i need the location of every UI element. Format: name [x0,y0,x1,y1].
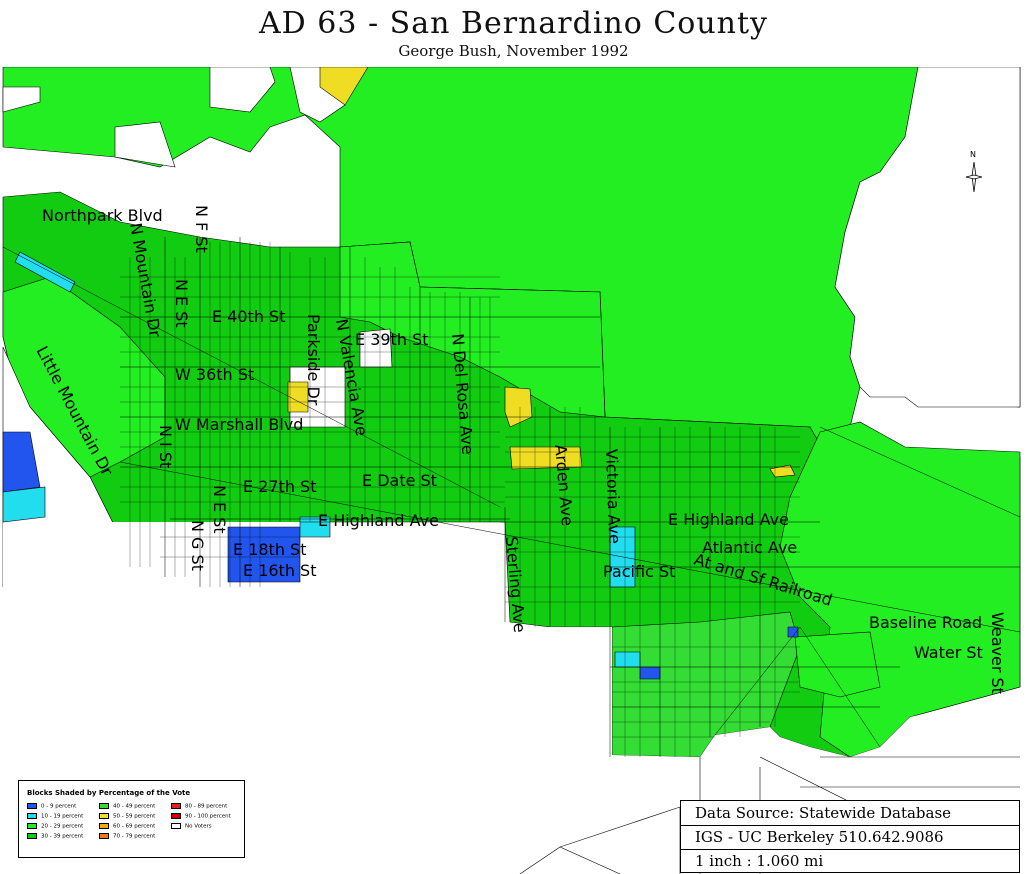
label-water-st: Water St [914,643,983,662]
blue-patch-west [2,431,41,493]
label-weaver-st: Weaver St [988,612,1007,694]
yellow-patch-east [769,464,796,478]
legend-item: 70 - 79 percent [99,833,155,841]
label-n-e-st-2: N E St [210,485,229,534]
label-northpark-blvd: Northpark Blvd [42,206,163,225]
label-baseline-road: Baseline Road [869,613,982,632]
legend-swatch [99,823,109,829]
blue-patch-18th [227,526,301,583]
white-patch-south [3,522,1020,874]
legend-label: 50 - 59 percent [113,813,156,820]
legend-item: 40 - 49 percent [99,803,155,811]
legend-swatch [99,833,109,839]
legend-label: 70 - 79 percent [113,833,156,840]
source-separator-1 [681,825,1019,826]
legend-item: 80 - 89 percent [171,803,227,811]
legend-label: 90 - 100 percent [185,813,231,820]
legend-swatch [27,813,37,819]
cyan-patch-west [2,486,46,523]
cyan-patch-southeast [614,651,641,668]
legend-item: 10 - 19 percent [27,813,83,821]
label-n-e-st: N E St [172,279,191,328]
legend-item: 30 - 39 percent [27,833,83,841]
legend-swatch [27,803,37,809]
map-legend: Blocks Shaded by Percentage of the Vote … [18,780,245,858]
district-map: Northpark Blvd N F St N Mountain Dr N E … [0,67,1027,874]
street-grid [2,237,1021,757]
legend-item: No Voters [171,823,212,831]
legend-swatch [27,823,37,829]
legend-item: 60 - 69 percent [99,823,155,831]
data-source-box: Data Source: Statewide Database IGS - UC… [680,800,1020,873]
label-w-marshall-blvd: W Marshall Blvd [175,415,303,434]
map-header: AD 63 - San Bernardino County George Bus… [0,0,1027,67]
legend-swatch [99,813,109,819]
north-arrow-icon: N [962,148,986,196]
label-n-f-st: N F St [192,205,211,253]
label-e-date-st: E Date St [362,471,437,490]
legend-item: 50 - 59 percent [99,813,155,821]
label-parkside-dr: Parkside Dr [304,314,323,406]
legend-label: 30 - 39 percent [41,833,84,840]
map-title: AD 63 - San Bernardino County [259,6,768,41]
legend-item: 20 - 29 percent [27,823,83,831]
label-n-g-st: N G St [188,520,207,571]
source-line-1: Data Source: Statewide Database [695,804,952,822]
white-patch-nw [2,86,41,113]
north-arrow-label: N [970,150,976,159]
source-separator-2 [681,849,1019,850]
legend-swatch [99,803,109,809]
legend-swatch [171,813,181,819]
legend-label: 20 - 29 percent [41,823,84,830]
label-e-39th-st: E 39th St [355,330,428,349]
legend-label: 10 - 19 percent [41,813,84,820]
source-line-2: IGS - UC Berkeley 510.642.9086 [695,828,944,846]
cyan-patch-rail [14,251,76,293]
map-subtitle: George Bush, November 1992 [398,42,629,60]
yellow-patch-north [319,67,369,106]
white-patch-rowland [114,121,176,168]
label-e-40th-st: E 40th St [212,307,285,326]
legend-label: 80 - 89 percent [185,803,228,810]
legend-item: 90 - 100 percent [171,813,231,821]
label-e-16th-st: E 16th St [243,561,316,580]
blue-patch-east-small [787,626,799,638]
source-line-3: 1 inch : 1.060 mi [695,852,824,870]
legend-swatch [27,833,37,839]
blue-patch-southeast [639,666,661,680]
legend-swatch [171,803,181,809]
legend-label: 0 - 9 percent [41,803,77,810]
legend-swatch [171,823,181,829]
legend-label: No Voters [185,823,212,830]
region-south-east-2 [794,631,881,698]
label-e-27th-st: E 27th St [243,477,316,496]
label-n-i-st: N I St [156,425,175,468]
label-e-highland-ave-1: E Highland Ave [318,511,439,530]
label-atlantic-ave: Atlantic Ave [702,538,797,557]
legend-label: 60 - 69 percent [113,823,156,830]
label-e-highland-ave-2: E Highland Ave [668,510,789,529]
label-w-36th-st: W 36th St [175,365,254,384]
legend-item: 0 - 9 percent [27,803,76,811]
legend-label: 40 - 49 percent [113,803,156,810]
label-victoria-ave: Victoria Ave [602,448,624,544]
white-patch-east-notch [834,67,1021,408]
block-texture [120,242,800,757]
label-pacific-st: Pacific St [603,562,675,581]
legend-title: Blocks Shaded by Percentage of the Vote [27,789,191,797]
label-e-18th-st: E 18th St [233,540,306,559]
white-patch-north [209,67,276,113]
